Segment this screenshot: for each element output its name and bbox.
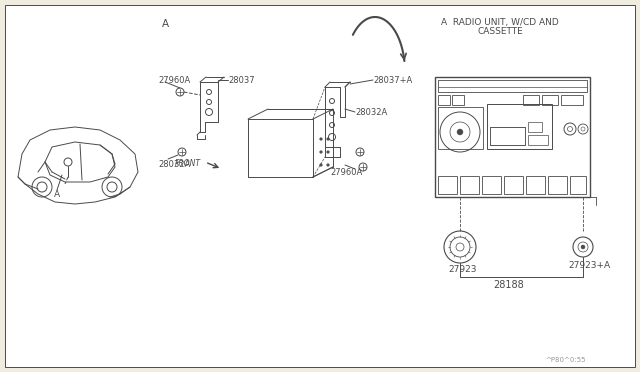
- Circle shape: [320, 164, 322, 166]
- Circle shape: [327, 151, 329, 153]
- Bar: [528, 122, 542, 132]
- Bar: [526, 176, 545, 194]
- Circle shape: [457, 129, 463, 135]
- Bar: [438, 176, 457, 194]
- Text: 27923: 27923: [448, 264, 477, 273]
- Bar: [490, 127, 525, 145]
- Text: 27960A: 27960A: [330, 167, 362, 176]
- Bar: [570, 176, 586, 194]
- Circle shape: [327, 138, 329, 140]
- Text: A: A: [54, 189, 60, 199]
- Bar: [438, 107, 483, 149]
- Circle shape: [327, 164, 329, 166]
- Text: 28032A: 28032A: [355, 108, 387, 116]
- Circle shape: [320, 138, 322, 140]
- Bar: [523, 95, 539, 105]
- Bar: [482, 176, 501, 194]
- Circle shape: [320, 151, 322, 153]
- Text: 28037: 28037: [228, 76, 255, 84]
- Text: 28032A: 28032A: [158, 160, 190, 169]
- Bar: [438, 95, 450, 105]
- Text: 27960A: 27960A: [158, 76, 190, 84]
- Text: 27923+A: 27923+A: [568, 260, 610, 269]
- Text: A  RADIO UNIT, W/CD AND: A RADIO UNIT, W/CD AND: [441, 17, 559, 26]
- Text: 28037+A: 28037+A: [373, 76, 412, 84]
- Text: ^P80^0:55: ^P80^0:55: [545, 357, 586, 363]
- Bar: [438, 80, 587, 92]
- Bar: [490, 127, 525, 145]
- Text: CASSETTE: CASSETTE: [477, 26, 523, 35]
- Bar: [435, 77, 590, 197]
- Bar: [452, 95, 464, 105]
- Bar: [561, 95, 583, 105]
- Bar: [548, 176, 567, 194]
- Circle shape: [581, 245, 585, 249]
- Bar: [504, 176, 523, 194]
- Text: 28188: 28188: [493, 280, 524, 290]
- Bar: [487, 104, 552, 149]
- Text: A: A: [161, 19, 168, 29]
- Bar: [528, 135, 548, 145]
- Bar: [542, 95, 558, 105]
- Bar: [460, 176, 479, 194]
- Text: FRONT: FRONT: [175, 158, 201, 167]
